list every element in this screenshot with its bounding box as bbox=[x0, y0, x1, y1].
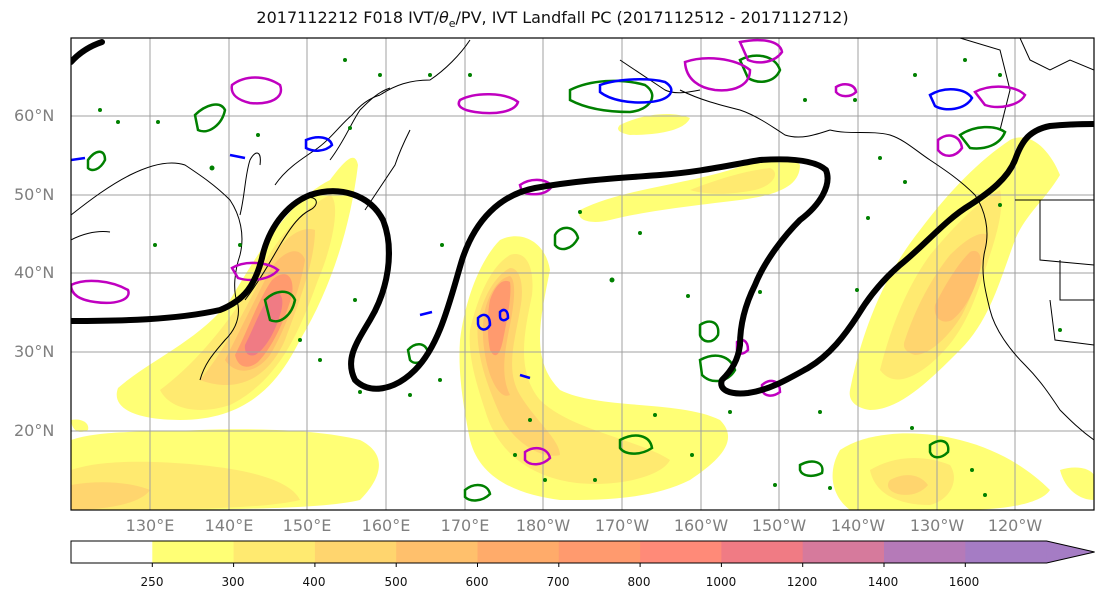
colorbar-tick-label: 600 bbox=[465, 575, 489, 589]
colorbar-tick-label: 1400 bbox=[867, 575, 899, 589]
colorbar-outline bbox=[70, 540, 1095, 564]
colorbar-segment bbox=[71, 541, 153, 563]
map-area bbox=[71, 38, 1094, 510]
lon-label-170e: 170°E bbox=[440, 516, 490, 535]
lon-label-180w: 180°W bbox=[515, 516, 571, 535]
colorbar-segment bbox=[152, 541, 235, 563]
colorbar-segment bbox=[396, 541, 478, 563]
lon-label-160w: 160°W bbox=[673, 516, 729, 535]
colorbar-segment bbox=[233, 541, 316, 563]
colorbar-tick-label: 300 bbox=[221, 575, 245, 589]
colorbar-segment bbox=[640, 541, 722, 563]
lon-label-140w: 140°W bbox=[830, 516, 886, 535]
colorbar-segment bbox=[721, 541, 804, 563]
colorbar-tick-label: 800 bbox=[627, 575, 651, 589]
lon-label-130e: 130°E bbox=[125, 516, 175, 535]
lat-label-40n: 40°N bbox=[14, 263, 55, 282]
colorbar-segment bbox=[965, 541, 1048, 563]
colorbar bbox=[70, 540, 1095, 567]
colorbar-segment bbox=[314, 541, 397, 563]
lon-label-120w: 120°W bbox=[987, 516, 1043, 535]
lat-label-50n: 50°N bbox=[14, 185, 55, 204]
colorbar-extend-arrow bbox=[1046, 541, 1095, 563]
ivt-landfall-contour bbox=[71, 121, 1094, 397]
ivt-landfall-contour-nw bbox=[71, 39, 105, 65]
ivt-shading bbox=[71, 114, 1094, 510]
lat-label-30n: 30°N bbox=[14, 342, 55, 361]
map-frame bbox=[70, 37, 1095, 511]
colorbar-tick-label: 1200 bbox=[786, 575, 818, 589]
lon-label-150e: 150°E bbox=[282, 516, 332, 535]
colorbar-segment bbox=[802, 541, 885, 563]
pv-contours-blue bbox=[71, 78, 974, 380]
colorbar-tick-label: 1600 bbox=[948, 575, 980, 589]
lat-label-20n: 20°N bbox=[14, 421, 55, 440]
colorbar-tick-label: 500 bbox=[384, 575, 408, 589]
colorbar-segment bbox=[558, 541, 641, 563]
map-title: 2017112212 F018 IVT/θe/PV, IVT Landfall … bbox=[256, 8, 849, 31]
colorbar-segment bbox=[884, 541, 966, 563]
colorbar-tick-label: 250 bbox=[140, 575, 164, 589]
colorbar-segment bbox=[477, 541, 560, 563]
colorbar-tick-label: 700 bbox=[546, 575, 570, 589]
lon-label-160e: 160°E bbox=[361, 516, 411, 535]
colorbar-tick-label: 1000 bbox=[705, 575, 737, 589]
lat-label-60n: 60°N bbox=[14, 106, 55, 125]
graticule bbox=[71, 38, 1094, 510]
lon-label-170w: 170°W bbox=[594, 516, 650, 535]
colorbar-tick-label: 400 bbox=[302, 575, 326, 589]
coastlines bbox=[71, 38, 1094, 441]
lon-label-150w: 150°W bbox=[751, 516, 807, 535]
lon-label-140e: 140°E bbox=[204, 516, 254, 535]
theta-e-specks bbox=[98, 58, 1062, 497]
lon-label-130w: 130°W bbox=[909, 516, 965, 535]
